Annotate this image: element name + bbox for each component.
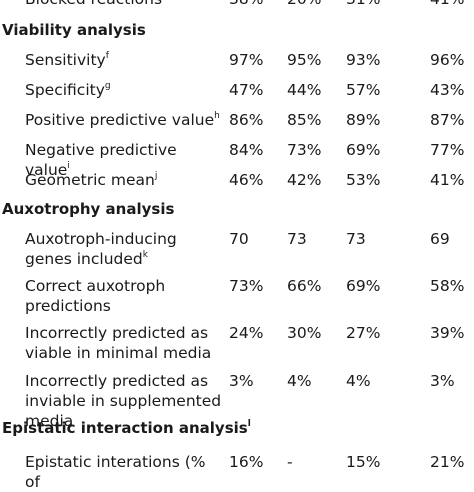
value-cell: 84% [229, 141, 264, 159]
value-cell: 38% [229, 0, 263, 9]
row-label: Correct auxotroph predictions [25, 276, 225, 316]
row-label: Positive predictive valueh [25, 110, 225, 130]
value-cell: 21% [430, 453, 465, 471]
value-cell: 77% [430, 141, 465, 159]
label-text: Specificity [25, 81, 105, 99]
section-title: Viability analysis [2, 20, 146, 40]
footnote-marker: j [154, 171, 158, 181]
label-text: Negative predictive value [25, 141, 177, 179]
value-cell: 16% [229, 453, 264, 471]
label-text: Epistatic interaction analysis [2, 419, 248, 437]
value-cell: 47% [229, 81, 264, 99]
row-label: Specificityg [25, 80, 225, 100]
value-cell: 58% [430, 277, 465, 295]
value-cell: 93% [346, 51, 381, 69]
row-label: Incorrectly predicted as viable in minim… [25, 323, 225, 363]
value-cell: 73% [287, 141, 322, 159]
row-label: Sensitivityf [25, 50, 225, 70]
label-text: Incorrectly predicted as inviable in sup… [25, 372, 222, 430]
row-label: Negative predictive valuei [25, 140, 225, 180]
value-cell: 39% [430, 324, 465, 342]
label-text: Incorrectly predicted as viable in minim… [25, 324, 212, 362]
value-cell: 69% [346, 141, 381, 159]
value-cell: 73% [229, 277, 264, 295]
value-cell: 44% [287, 81, 322, 99]
value-cell: 46% [229, 171, 264, 189]
value-cell: 4% [287, 372, 312, 390]
value-cell: 27% [346, 324, 381, 342]
value-cell: 95% [287, 51, 322, 69]
row-label: Blocked reactions [25, 0, 225, 9]
section-title: Auxotrophy analysis [2, 199, 174, 219]
value-cell: 31% [346, 0, 380, 9]
label-text: Auxotroph-inducing genes included [25, 230, 177, 268]
value-cell: 57% [346, 81, 381, 99]
section-title: Epistatic interaction analysisl [2, 418, 251, 438]
label-text: Blocked reactions [25, 0, 162, 8]
value-cell: 41% [430, 171, 465, 189]
row-label: Geometric meanj [25, 170, 225, 190]
footnote-marker: h [214, 111, 220, 121]
footnote-marker: k [142, 250, 148, 260]
row-label: Auxotroph-inducing genes includedk [25, 229, 225, 269]
value-cell: 97% [229, 51, 264, 69]
footnote-marker: l [247, 419, 251, 429]
label-text: Positive predictive value [25, 111, 215, 129]
footnote-marker: g [104, 81, 111, 91]
value-cell: 15% [346, 453, 381, 471]
value-cell: 3% [229, 372, 254, 390]
value-cell: - [287, 453, 293, 471]
value-cell: 41% [430, 0, 464, 9]
row-label: Incorrectly predicted as inviable in sup… [25, 371, 225, 431]
footnote-marker: f [105, 51, 109, 61]
value-cell: 53% [346, 171, 381, 189]
label-text: Viability analysis [2, 21, 146, 39]
label-text: Epistatic interations (% of [25, 453, 206, 491]
value-cell: 85% [287, 111, 322, 129]
value-cell: 70 [229, 230, 249, 248]
value-cell: 4% [346, 372, 371, 390]
value-cell: 30% [287, 324, 322, 342]
value-cell: 20% [287, 0, 321, 9]
value-cell: 3% [430, 372, 455, 390]
label-text: Correct auxotroph predictions [25, 277, 166, 315]
value-cell: 24% [229, 324, 264, 342]
label-text: Geometric mean [25, 171, 155, 189]
value-cell: 66% [287, 277, 322, 295]
value-cell: 96% [430, 51, 465, 69]
row-label: Epistatic interations (% of [25, 452, 225, 492]
label-text: Sensitivity [25, 51, 106, 69]
value-cell: 73 [346, 230, 366, 248]
value-cell: 73 [287, 230, 307, 248]
footnote-marker: i [67, 161, 70, 171]
label-text: Auxotrophy analysis [2, 200, 175, 218]
value-cell: 69% [346, 277, 381, 295]
value-cell: 86% [229, 111, 264, 129]
value-cell: 43% [430, 81, 465, 99]
value-cell: 42% [287, 171, 322, 189]
value-cell: 89% [346, 111, 381, 129]
value-cell: 87% [430, 111, 465, 129]
value-cell: 69 [430, 230, 450, 248]
